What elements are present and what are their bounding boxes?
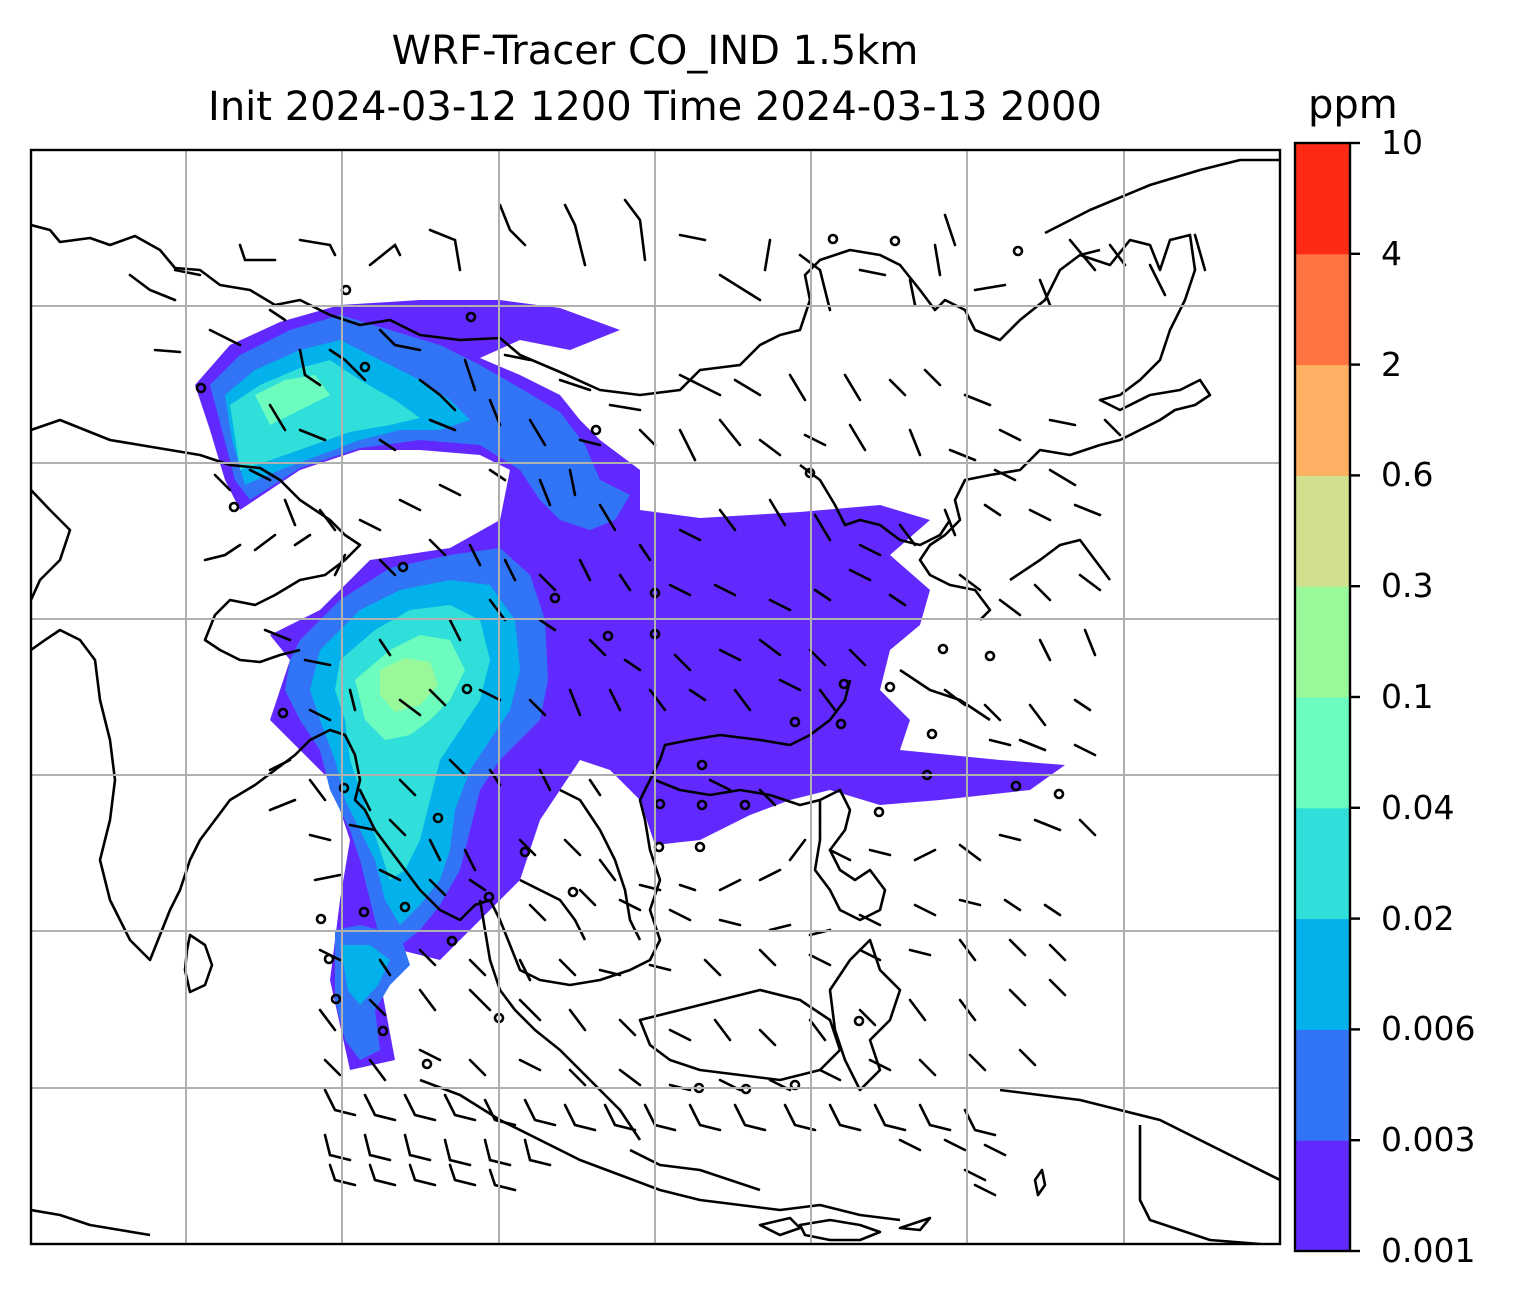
- colorbar-tick-label: 0.3: [1381, 566, 1434, 606]
- colorbar-tick-label: 2: [1381, 344, 1402, 384]
- colorbar-segment: [1295, 143, 1350, 255]
- colorbar-tick-label: 0.02: [1381, 898, 1455, 938]
- colorbar-segment: [1295, 1029, 1350, 1141]
- colorbar-segment: [1295, 697, 1350, 809]
- colorbar-tick-label: 0.001: [1381, 1231, 1476, 1270]
- colorbar-tick-label: 0.6: [1381, 455, 1434, 495]
- colorbar-segment: [1295, 807, 1350, 920]
- colorbar-segment: [1295, 364, 1350, 476]
- colorbar: [1293, 141, 1360, 1253]
- plume-level-6: [380, 658, 438, 712]
- wind-barbs: [128, 198, 1207, 1197]
- colorbar-segment: [1295, 918, 1350, 1030]
- colorbar-unit-label: ppm: [1308, 82, 1398, 128]
- plume-level-4: [230, 360, 490, 880]
- colorbar-tick-label: 4: [1381, 233, 1402, 273]
- colorbar-segment: [1295, 586, 1350, 698]
- gridlines: [31, 150, 1280, 1244]
- colorbar-tick-label: 0.003: [1381, 1120, 1476, 1160]
- colorbar-segment: [1295, 475, 1350, 587]
- plume-level-5: [255, 375, 465, 740]
- colorbar-segment: [1295, 1140, 1350, 1252]
- tracer-plume: [195, 300, 1065, 1070]
- colorbar-tick-label: 0.04: [1381, 787, 1455, 827]
- colorbar-segment: [1295, 253, 1350, 366]
- map-frame: [29, 148, 1282, 1246]
- map-title-line2: Init 2024-03-12 1200 Time 2024-03-13 200…: [208, 84, 1102, 130]
- colorbar-tick-label: 10: [1381, 123, 1423, 162]
- map-title-line1: WRF-Tracer CO_IND 1.5km: [391, 28, 919, 74]
- colorbar-tick-label: 0.1: [1381, 677, 1434, 716]
- colorbar-tick-label: 0.006: [1381, 1009, 1476, 1049]
